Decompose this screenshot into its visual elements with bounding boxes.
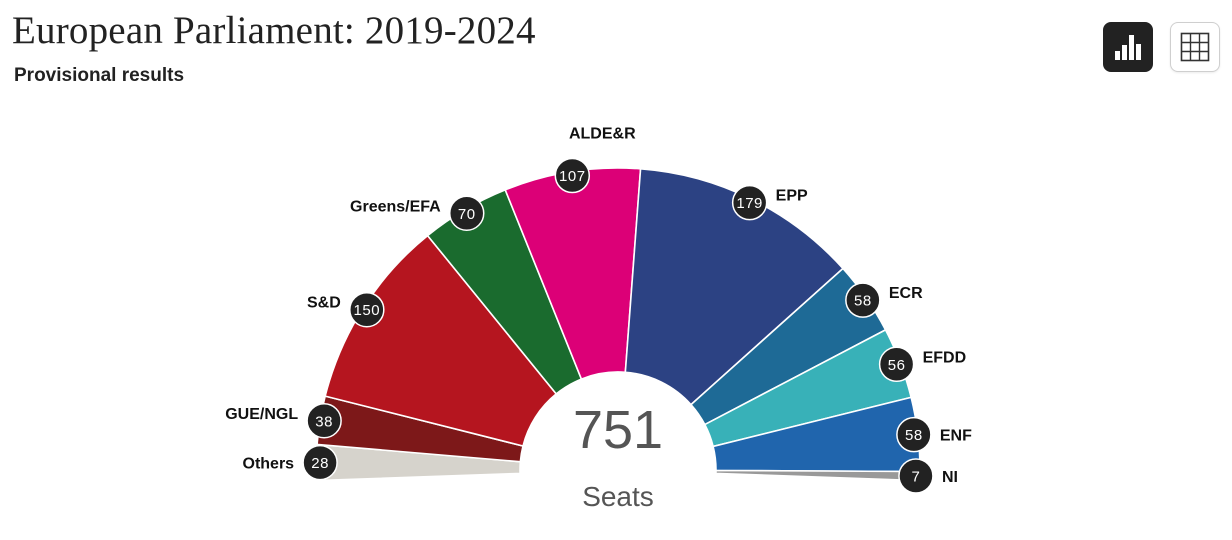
- bar-chart-icon: [1115, 35, 1141, 60]
- seat-badge-epp: 179: [731, 184, 768, 221]
- party-label-s-d: S&D: [307, 295, 341, 312]
- total-seats-centre: 751 Seats: [573, 400, 663, 512]
- total-seats-unit: Seats: [582, 481, 654, 512]
- seat-badge-ni: 7: [898, 458, 934, 494]
- seat-badge-gue-ngl: 38: [306, 403, 342, 439]
- party-label-efdd: EFDD: [923, 349, 967, 366]
- party-label-others: Others: [243, 456, 295, 473]
- party-label-enf: ENF: [940, 428, 972, 445]
- table-view-button[interactable]: [1170, 22, 1220, 72]
- seat-badge-circle: [878, 346, 915, 383]
- party-label-gue-ngl: GUE/NGL: [225, 406, 298, 423]
- seat-badge-others: 28: [302, 444, 338, 481]
- seat-badge-circle: [306, 403, 342, 439]
- party-label-ni: NI: [942, 469, 958, 486]
- seat-badge-circle: [554, 157, 591, 194]
- seat-badge-s-d: 150: [349, 291, 385, 328]
- seat-count-label: 70: [458, 206, 476, 223]
- party-label-greens-efa: Greens/EFA: [350, 198, 441, 215]
- seat-count-label: 56: [888, 357, 906, 374]
- seat-count-label: 179: [736, 195, 763, 212]
- seat-badge-alde-r: 107: [554, 157, 591, 194]
- wedge-ni[interactable]: [715, 469, 921, 482]
- seat-count-label: 58: [905, 427, 923, 444]
- page-subtitle: Provisional results: [14, 65, 185, 86]
- party-label-ecr: ECR: [889, 285, 923, 302]
- seat-count-label: 7: [912, 468, 921, 485]
- seat-count-label: 38: [315, 413, 333, 430]
- seat-badge-circle: [302, 444, 338, 481]
- seat-badge-efdd: 56: [878, 346, 915, 383]
- page-title: European Parliament: 2019-2024: [12, 9, 536, 52]
- seat-count-label: 58: [854, 293, 872, 310]
- total-seats-value: 751: [573, 400, 663, 460]
- party-labels: 28 Others 38 GUE/NGL 150 S&D 70 Greens/EFA 107 AL…: [225, 126, 972, 494]
- wedge-s-d[interactable]: [324, 234, 558, 447]
- seat-badge-circle: [898, 458, 934, 494]
- seat-badge-greens-efa: 70: [448, 195, 485, 231]
- grid-table-icon: [1180, 32, 1210, 62]
- chart-view-button[interactable]: [1103, 22, 1153, 72]
- seat-badge-ecr: 58: [845, 282, 881, 318]
- seat-badge-circle: [731, 184, 768, 221]
- seat-badge-circle: [349, 291, 385, 328]
- party-label-epp: EPP: [776, 188, 808, 205]
- seat-badge-enf: 58: [896, 416, 932, 453]
- seat-count-label: 28: [311, 455, 329, 472]
- seat-count-label: 107: [559, 168, 586, 185]
- seat-badge-circle: [845, 282, 881, 318]
- seat-wedges: [315, 167, 921, 482]
- seat-badge-circle: [896, 416, 932, 453]
- seat-badge-circle: [448, 195, 485, 231]
- wedge-epp[interactable]: [624, 167, 845, 406]
- seat-count-label: 150: [354, 302, 381, 319]
- party-label-alde-r: ALDE&R: [569, 126, 636, 143]
